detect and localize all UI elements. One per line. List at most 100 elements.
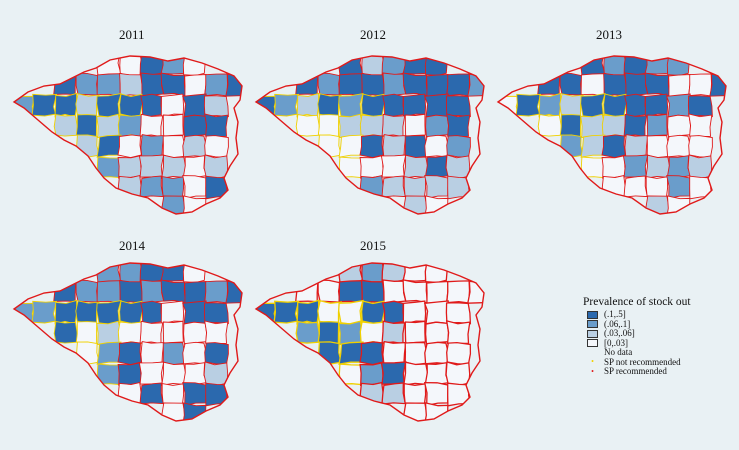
district-region — [402, 72, 429, 97]
district-region — [646, 135, 670, 159]
district-region — [667, 114, 691, 138]
district-region — [295, 320, 320, 344]
legend-swatch — [587, 329, 598, 338]
district-region — [361, 72, 385, 97]
legend-label: No data — [604, 347, 633, 358]
district-region — [140, 72, 165, 97]
district-region — [225, 73, 242, 97]
district-region — [446, 135, 471, 158]
district-region — [687, 154, 713, 179]
district-region — [382, 279, 407, 305]
district-region — [646, 113, 668, 137]
district-region — [54, 299, 78, 325]
country-border — [496, 55, 727, 215]
district-region — [666, 56, 691, 76]
district-region — [423, 195, 449, 214]
district-region — [515, 93, 542, 117]
district-region — [182, 263, 207, 283]
district-region — [498, 93, 520, 117]
district-region — [203, 154, 229, 179]
district-region — [317, 93, 342, 118]
district-region — [623, 175, 648, 198]
district-region — [382, 93, 407, 118]
district-region — [160, 72, 187, 97]
district-region — [295, 114, 320, 137]
district-region — [140, 341, 165, 365]
district-region — [424, 134, 449, 158]
district-region — [424, 361, 450, 386]
district-region — [403, 154, 428, 179]
district-region — [184, 281, 207, 304]
district-map-2011 — [12, 55, 243, 215]
district-region — [446, 113, 471, 138]
district-region — [423, 300, 449, 325]
district-region — [14, 300, 36, 324]
district-region — [467, 280, 484, 304]
district-region — [54, 92, 78, 118]
district-region — [426, 74, 449, 97]
district-region — [709, 73, 726, 97]
district-region — [402, 300, 427, 325]
district-region — [426, 280, 449, 304]
district-region — [75, 321, 98, 344]
district-region — [424, 155, 450, 179]
legend-label: (.06,.1] — [604, 318, 631, 329]
district-region — [666, 155, 692, 179]
district-region — [688, 73, 712, 97]
district-region — [317, 320, 340, 345]
district-region — [161, 402, 186, 421]
district-region — [446, 73, 470, 97]
district-region — [403, 361, 429, 386]
legend-item-class-1: (.1,.5] — [583, 310, 733, 320]
district-region — [203, 302, 229, 325]
district-region — [601, 134, 626, 159]
district-region — [337, 320, 364, 346]
district-region — [688, 113, 713, 138]
legend-label: (.1,.5] — [604, 309, 626, 320]
district-region — [96, 73, 121, 97]
district-region — [380, 361, 407, 387]
district-region — [559, 93, 584, 118]
district-region — [382, 72, 407, 97]
legend-swatch-empty — [587, 349, 598, 357]
district-region — [644, 93, 669, 118]
district-region — [160, 56, 185, 75]
map-year-title: 2014 — [119, 238, 145, 253]
district-region — [644, 56, 669, 75]
district-region — [338, 263, 364, 284]
district-region — [382, 134, 407, 158]
district-region — [75, 114, 98, 137]
district-region — [119, 93, 143, 117]
district-region — [644, 72, 671, 97]
district-region — [424, 321, 450, 346]
district-region — [139, 113, 164, 138]
district-region — [445, 302, 472, 325]
district-region — [359, 155, 385, 179]
legend-item-class-2: (.06,.1] — [583, 318, 733, 330]
district-region — [317, 341, 343, 365]
district-region — [182, 382, 208, 406]
district-region — [601, 155, 627, 179]
district-region — [317, 114, 340, 137]
district-region — [161, 154, 186, 179]
district-region — [402, 93, 427, 118]
district-region — [559, 72, 583, 96]
district-region — [580, 134, 606, 158]
district-map-2012 — [254, 55, 485, 215]
district-region — [624, 93, 649, 118]
district-region — [424, 56, 449, 76]
district-region — [382, 340, 407, 365]
district-region — [139, 382, 164, 405]
district-region — [423, 381, 450, 407]
district-region — [273, 93, 300, 117]
district-region — [204, 135, 229, 158]
district-region — [380, 154, 407, 180]
district-region — [402, 263, 427, 282]
district-region — [96, 280, 121, 304]
district-region — [624, 134, 649, 158]
district-region — [338, 134, 364, 158]
district-region — [601, 114, 627, 139]
legend-label: (.03,.06] — [604, 328, 635, 339]
district-region — [140, 134, 165, 158]
district-region — [183, 114, 207, 138]
